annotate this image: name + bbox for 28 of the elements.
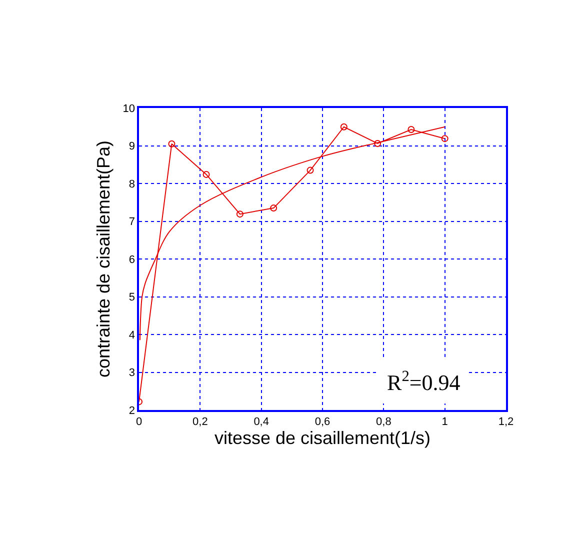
x-tick-label: 0,4 — [254, 416, 269, 428]
y-tick-label: 9 — [128, 140, 136, 153]
y-tick-label: 5 — [128, 292, 136, 304]
point — [441, 135, 448, 142]
point — [236, 210, 244, 218]
y-tick-label: 10 — [122, 102, 136, 115]
y-tick-label: 6 — [128, 254, 136, 266]
annotation: R$^{2}$=0.94 — [387, 368, 460, 396]
y-tick-label: 8 — [128, 178, 136, 190]
y-tick-label: 2 — [128, 404, 136, 417]
y-tick-label: 7 — [128, 216, 136, 228]
x-tick-label: 1 — [442, 416, 448, 428]
point — [270, 204, 278, 212]
point — [168, 140, 176, 148]
point — [306, 166, 314, 174]
y-tick-label: 4 — [128, 329, 136, 342]
y-axis-title: contrainte de cisaillement(Pa) — [94, 140, 114, 378]
point — [408, 126, 415, 134]
point — [202, 170, 210, 178]
x-tick-label: 0,6 — [314, 416, 330, 428]
y-tick-label: 3 — [128, 367, 136, 380]
x-tick-label: 0 — [136, 416, 142, 428]
point — [340, 123, 348, 130]
x-axis-title: vitesse de cisaillement(1/s) — [214, 428, 431, 448]
point — [374, 140, 382, 147]
x-tick-label: 0,2 — [192, 416, 208, 428]
x-tick-label: 1,2 — [498, 416, 514, 428]
x-tick-label: 0,8 — [376, 416, 392, 428]
